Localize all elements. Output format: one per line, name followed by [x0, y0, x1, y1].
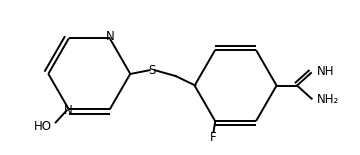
Text: HO: HO [33, 120, 51, 133]
Text: N: N [64, 104, 72, 117]
Text: F: F [210, 131, 217, 144]
Text: S: S [149, 64, 156, 77]
Text: N: N [106, 30, 115, 43]
Text: NH: NH [317, 65, 334, 78]
Text: NH₂: NH₂ [317, 93, 339, 106]
